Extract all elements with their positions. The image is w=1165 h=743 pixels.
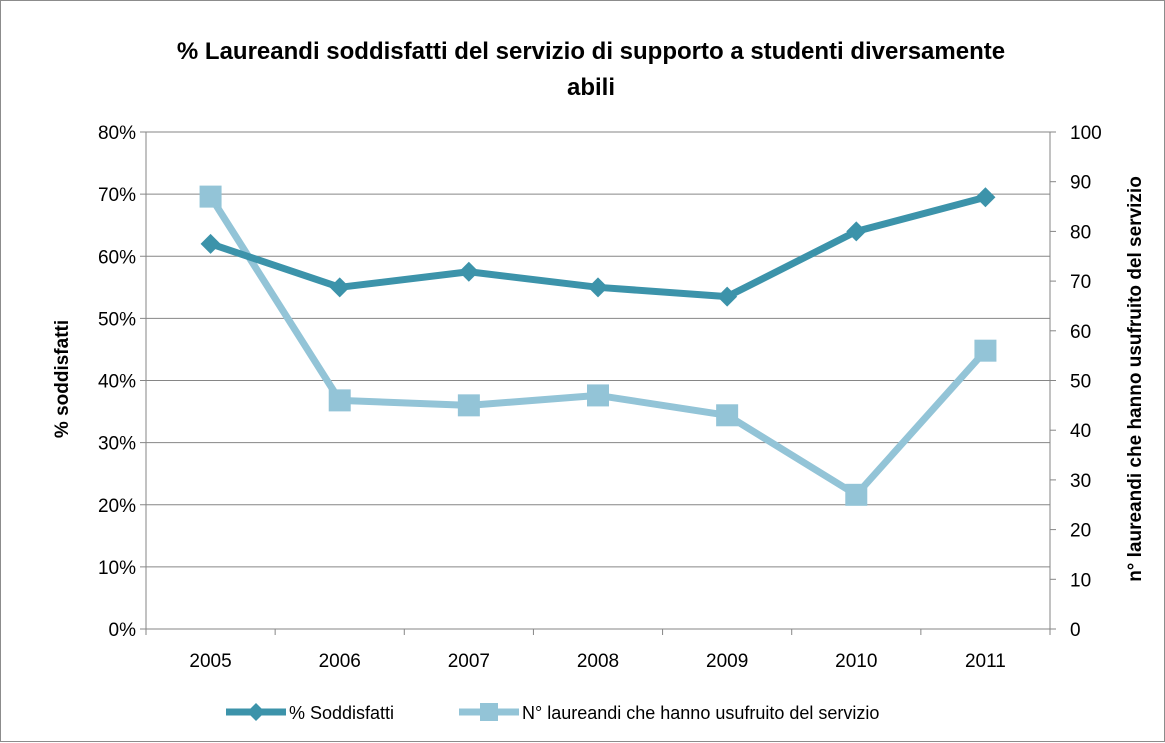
x-tick-label: 2010	[835, 651, 877, 672]
left-tick-label: 80%	[98, 123, 136, 144]
x-tick-label: 2007	[448, 651, 490, 672]
chart-title-line-2: abili	[567, 74, 615, 101]
right-tick-label: 10	[1070, 570, 1091, 591]
right-tick-label: 40	[1070, 421, 1091, 442]
right-tick-label: 60	[1070, 322, 1091, 343]
x-axis-ticks: 2005 2006 2007 2008 2009 2010 2011	[145, 629, 1051, 672]
right-axis-ticks: 0 10 20 30 40 50 60 70 80 90 100	[1050, 123, 1102, 641]
series-line	[207, 194, 989, 499]
legend-label-soddisfatti: % Soddisfatti	[289, 703, 394, 723]
series-1	[199, 185, 997, 506]
right-tick-label: 20	[1070, 521, 1091, 542]
data-point-diamond	[329, 277, 350, 298]
data-point-diamond	[588, 277, 608, 298]
chart-title: % Laureandi soddisfatti del servizio di …	[177, 38, 1005, 101]
right-tick-label: 70	[1070, 272, 1091, 293]
data-point-diamond	[846, 221, 867, 242]
x-tick-label: 2006	[319, 651, 361, 672]
right-axis-title: n° laureandi che hanno usufruito del ser…	[1125, 176, 1146, 582]
data-point-square	[328, 389, 351, 412]
legend-item-soddisfatti: % Soddisfatti	[226, 703, 394, 723]
legend-label-laureandi: N° laureandi che hanno usufruito del ser…	[522, 703, 879, 723]
right-tick-label: 90	[1070, 173, 1091, 194]
right-tick-label: 30	[1070, 471, 1091, 492]
legend-marker-laureandi	[480, 703, 498, 721]
left-tick-label: 60%	[98, 247, 136, 268]
series-0	[200, 187, 996, 307]
left-tick-label: 30%	[98, 434, 136, 455]
right-tick-label: 100	[1070, 123, 1102, 144]
legend-marker-soddisfatti	[247, 703, 265, 721]
right-tick-label: 80	[1070, 222, 1091, 243]
data-point-square	[974, 339, 997, 362]
x-tick-label: 2005	[189, 651, 231, 672]
left-tick-label: 10%	[98, 558, 136, 579]
series-layer	[199, 185, 997, 506]
left-tick-label: 20%	[98, 496, 136, 517]
data-point-diamond	[200, 233, 221, 254]
data-point-diamond	[458, 261, 479, 282]
data-point-square	[716, 404, 739, 427]
x-tick-label: 2008	[577, 651, 619, 672]
left-tick-label: 50%	[98, 309, 136, 330]
left-tick-label: 70%	[98, 185, 136, 206]
data-point-square	[587, 384, 609, 407]
left-axis-title: % soddisfatti	[52, 320, 73, 438]
right-tick-label: 50	[1070, 372, 1091, 393]
data-point-square	[199, 185, 222, 208]
data-point-diamond	[975, 187, 996, 208]
legend-item-laureandi: N° laureandi che hanno usufruito del ser…	[459, 703, 879, 723]
left-tick-label: 0%	[109, 620, 137, 641]
data-point-square	[457, 394, 480, 417]
left-axis-ticks: 0% 10% 20% 30% 40% 50% 60% 70% 80%	[98, 123, 146, 641]
chart-title-line-1: % Laureandi soddisfatti del servizio di …	[177, 38, 1005, 65]
gridlines	[146, 131, 1050, 568]
legend: % Soddisfatti N° laureandi che hanno usu…	[226, 703, 879, 723]
left-tick-label: 40%	[98, 372, 136, 393]
data-point-diamond	[717, 286, 738, 307]
x-tick-label: 2009	[706, 651, 748, 672]
data-point-square	[845, 483, 868, 506]
x-tick-label: 2011	[965, 651, 1006, 672]
right-tick-label: 0	[1070, 620, 1081, 641]
